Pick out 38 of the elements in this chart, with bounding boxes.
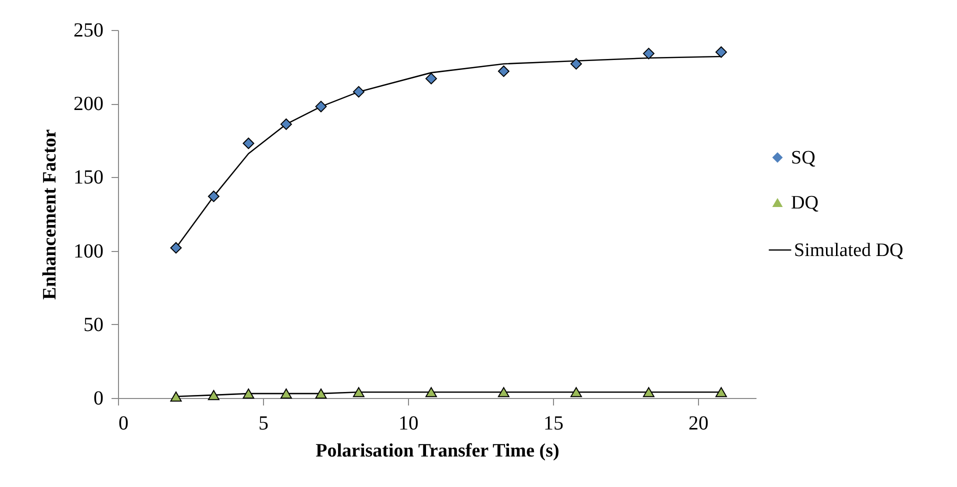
point xyxy=(280,118,292,130)
x-tick-label: 5 xyxy=(258,412,268,434)
point xyxy=(352,387,364,398)
y-tick-label: 200 xyxy=(74,93,104,116)
point xyxy=(570,387,582,398)
point xyxy=(352,86,364,98)
legend-label: SQ xyxy=(791,148,816,168)
legend-label: Simulated DQ xyxy=(794,240,904,261)
point xyxy=(208,390,220,400)
x-tick-label: 15 xyxy=(544,412,564,434)
x-axis-title: Polarisation Transfer Time (s) xyxy=(316,440,560,462)
point xyxy=(425,387,437,398)
point xyxy=(242,388,254,399)
y-tick-label: 100 xyxy=(74,240,104,262)
point xyxy=(242,138,254,150)
point xyxy=(170,242,182,254)
point xyxy=(715,387,727,398)
point xyxy=(280,388,292,399)
point xyxy=(315,100,327,112)
point xyxy=(425,72,437,84)
point xyxy=(570,58,582,70)
y-axis-title: Enhancement Factor xyxy=(40,128,60,300)
point xyxy=(642,48,654,60)
x-tick-label: 20 xyxy=(688,412,708,434)
point xyxy=(208,190,220,202)
point xyxy=(642,387,654,398)
point xyxy=(498,65,510,77)
legend-label: DQ xyxy=(791,192,819,214)
point xyxy=(315,388,327,399)
y-tick-label: 150 xyxy=(74,166,104,189)
x-tick-label: 10 xyxy=(398,412,418,434)
point xyxy=(498,387,510,398)
y-tick-label: 50 xyxy=(84,314,104,336)
point xyxy=(715,46,727,58)
point xyxy=(170,391,182,402)
y-tick-label: 0 xyxy=(94,388,104,410)
y-tick-label: 250 xyxy=(74,20,104,42)
x-tick-label: 0 xyxy=(118,412,128,434)
